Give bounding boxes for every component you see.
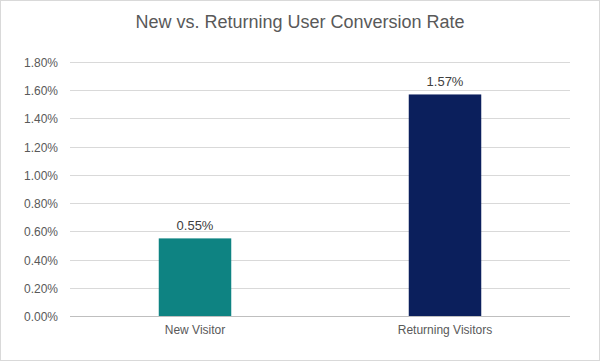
grid-line	[70, 260, 570, 261]
grid-line	[70, 203, 570, 204]
y-tick-label: 0.60%	[24, 225, 58, 239]
x-tick-label: New Visitor	[165, 323, 225, 337]
data-label: 1.57%	[427, 74, 464, 89]
chart-frame	[1, 1, 600, 361]
grid-line	[70, 147, 570, 148]
x-axis-line	[70, 316, 570, 317]
bars	[159, 94, 482, 316]
y-tick-label: 0.80%	[24, 197, 58, 211]
x-tick-label: Returning Visitors	[398, 323, 493, 337]
y-tick-label: 0.20%	[24, 282, 58, 296]
y-tick-label: 1.80%	[24, 56, 58, 70]
data-label: 0.55%	[177, 218, 214, 233]
y-tick-label: 0.00%	[24, 310, 58, 324]
grid-line	[70, 288, 570, 289]
grid-line	[70, 62, 570, 63]
grid-line	[70, 90, 570, 91]
title: New vs. Returning User Conversion Rate	[135, 12, 464, 32]
y-tick-label: 1.20%	[24, 141, 58, 155]
y-tick-label: 0.40%	[24, 254, 58, 268]
bar	[159, 238, 232, 316]
bar	[409, 94, 482, 316]
grid-line	[70, 175, 570, 176]
y-tick-label: 1.60%	[24, 84, 58, 98]
grid-line	[70, 118, 570, 119]
chart: New vs. Returning User Conversion Rate 0.…	[0, 0, 600, 361]
grid-line	[70, 231, 570, 232]
y-tick-label: 1.00%	[24, 169, 58, 183]
y-tick-label: 1.40%	[24, 112, 58, 126]
grid-line	[70, 316, 570, 317]
